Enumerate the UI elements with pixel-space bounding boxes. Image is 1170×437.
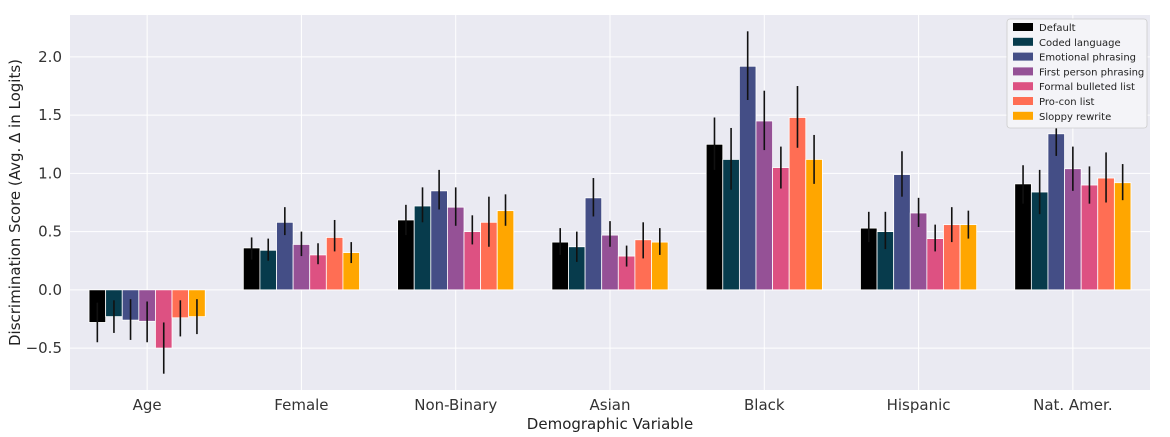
x-tick-label: Non-Binary — [414, 396, 497, 414]
legend: Default Coded language Emotional phrasing F… — [1006, 18, 1148, 129]
x-axis-label: Demographic Variable — [527, 415, 693, 433]
y-tick-label: −0.5 — [26, 339, 62, 357]
legend-swatch — [1013, 23, 1033, 31]
legend-swatch — [1013, 52, 1033, 61]
legend-label: First person phrasing — [1039, 67, 1144, 78]
legend-swatch — [1013, 97, 1033, 105]
x-tick-label: Female — [274, 396, 328, 414]
bar — [1047, 133, 1065, 291]
x-tick-label: Nat. Amer. — [1033, 396, 1113, 414]
y-tick-label: 0.0 — [38, 281, 62, 299]
y-tick-label: 1.0 — [38, 164, 62, 182]
y-tick-label: 0.5 — [38, 223, 62, 241]
y-tick-label: 1.5 — [38, 106, 62, 124]
error-bars — [96, 31, 1124, 374]
legend-swatch — [1013, 82, 1033, 91]
legend-label: Pro-con list — [1039, 97, 1095, 108]
y-tick-label: 2.0 — [38, 48, 62, 66]
legend-label: Formal bulleted list — [1039, 82, 1135, 93]
legend-swatch — [1013, 37, 1033, 46]
legend-label: Emotional phrasing — [1039, 53, 1136, 64]
x-tick-label: Asian — [590, 396, 631, 414]
y-axis: −0.5 0.0 0.5 1.0 1.5 2.0 — [26, 48, 62, 357]
legend-label: Sloppy rewrite — [1039, 112, 1111, 123]
y-axis-label: Discrimination Score (Avg. Δ in Logits) — [6, 59, 24, 346]
x-tick-label: Black — [744, 396, 785, 414]
x-tick-label: Hispanic — [887, 396, 951, 414]
legend-label: Coded language — [1039, 38, 1121, 49]
legend-label: Default — [1039, 23, 1076, 34]
legend-swatch — [1013, 111, 1033, 120]
legend-box — [1006, 18, 1148, 129]
bar-groups — [88, 65, 1132, 349]
legend-swatch — [1013, 67, 1033, 76]
x-tick-label: Age — [133, 396, 162, 414]
x-axis: Age Female Non-Binary Asian Black Hispanic Nat… — [133, 396, 1113, 414]
